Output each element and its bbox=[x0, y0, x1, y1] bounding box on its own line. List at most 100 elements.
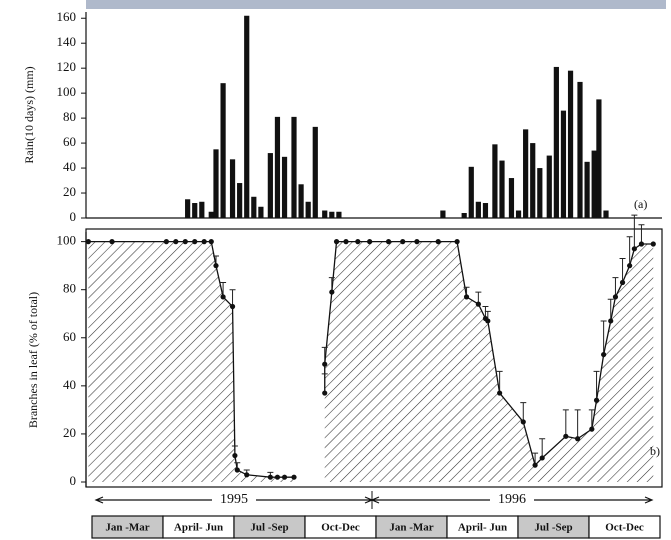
point bbox=[520, 419, 526, 425]
point bbox=[182, 239, 188, 245]
bar bbox=[329, 211, 335, 218]
point bbox=[322, 390, 328, 396]
error-bar bbox=[631, 214, 638, 249]
panel-label: (a) bbox=[634, 197, 647, 211]
bar bbox=[523, 129, 529, 218]
bar bbox=[267, 153, 273, 218]
bar bbox=[537, 168, 543, 218]
bar bbox=[274, 116, 281, 218]
bar bbox=[596, 99, 602, 218]
quarter-label: Jan -Mar bbox=[105, 522, 149, 534]
error-bar bbox=[607, 298, 614, 321]
y-tick-label: 0 bbox=[70, 473, 77, 488]
error-bar bbox=[520, 402, 527, 422]
point bbox=[485, 318, 491, 324]
point bbox=[232, 452, 238, 459]
bar bbox=[199, 201, 205, 218]
bar bbox=[546, 155, 552, 218]
point bbox=[612, 294, 619, 300]
point bbox=[497, 390, 503, 396]
point bbox=[355, 239, 361, 245]
hatched-area bbox=[88, 241, 654, 482]
bar bbox=[553, 66, 559, 218]
error-bar bbox=[593, 370, 600, 401]
quarter-label: Jan -Mar bbox=[389, 522, 433, 534]
bar bbox=[281, 156, 288, 218]
bar bbox=[192, 203, 198, 218]
point bbox=[619, 279, 626, 286]
bar bbox=[229, 159, 236, 218]
point bbox=[234, 467, 240, 473]
bar bbox=[291, 116, 297, 218]
point bbox=[213, 263, 219, 269]
bar bbox=[591, 150, 597, 218]
bar bbox=[298, 184, 304, 218]
point bbox=[627, 263, 633, 269]
y-tick-label: 40 bbox=[63, 377, 76, 392]
point bbox=[267, 474, 273, 480]
y-tick-label: 120 bbox=[57, 59, 77, 74]
y-tick-label: 40 bbox=[63, 159, 76, 174]
point bbox=[532, 462, 538, 468]
point bbox=[563, 433, 569, 439]
y-axis-label: Rain(10 days) (mm) bbox=[22, 66, 36, 163]
point bbox=[650, 241, 656, 247]
point bbox=[109, 239, 115, 245]
bar bbox=[482, 203, 489, 218]
y-tick-label: 60 bbox=[63, 134, 76, 149]
error-bar bbox=[574, 409, 581, 439]
point bbox=[85, 239, 91, 245]
quarter-label: April- Jun bbox=[458, 522, 507, 534]
point bbox=[163, 239, 169, 245]
error-bar bbox=[612, 277, 619, 297]
point bbox=[192, 239, 198, 245]
point bbox=[414, 239, 420, 245]
bar bbox=[461, 213, 467, 218]
point bbox=[329, 289, 335, 295]
year-label: 1995 bbox=[220, 492, 248, 507]
bar bbox=[584, 161, 590, 218]
y-tick-label: 160 bbox=[57, 9, 77, 24]
quarter-box bbox=[588, 515, 661, 539]
error-bar bbox=[229, 289, 236, 307]
point bbox=[274, 474, 281, 480]
point bbox=[244, 472, 250, 478]
bar bbox=[220, 83, 226, 218]
error-bar bbox=[619, 257, 626, 283]
error-bar bbox=[638, 224, 645, 245]
y-tick-label: 80 bbox=[63, 109, 76, 124]
point bbox=[400, 239, 406, 245]
bar bbox=[185, 199, 191, 218]
y-tick-label: 20 bbox=[63, 425, 76, 440]
bar bbox=[530, 143, 536, 218]
bar bbox=[213, 149, 219, 218]
point bbox=[631, 246, 637, 252]
bar bbox=[322, 210, 328, 218]
point bbox=[291, 474, 297, 480]
error-bar bbox=[496, 370, 503, 394]
point bbox=[201, 239, 207, 245]
bar bbox=[499, 160, 505, 218]
point bbox=[220, 294, 226, 300]
point bbox=[463, 294, 470, 300]
error-bar bbox=[321, 346, 328, 365]
error-bar bbox=[539, 438, 546, 458]
y-tick-label: 80 bbox=[63, 281, 76, 296]
bar bbox=[440, 210, 446, 218]
y-tick-label: 60 bbox=[63, 329, 76, 344]
bar bbox=[244, 15, 250, 219]
bar bbox=[208, 211, 214, 218]
point bbox=[343, 239, 349, 245]
panel-label: b) bbox=[650, 444, 660, 458]
y-axis-label: Branches in leaf (% of total) bbox=[26, 292, 40, 428]
error-bar bbox=[588, 409, 595, 430]
year-arrow bbox=[94, 496, 374, 504]
quarter-label: Oct-Dec bbox=[605, 522, 644, 534]
bar bbox=[603, 210, 609, 218]
quarter-label: Oct-Dec bbox=[321, 522, 360, 534]
point bbox=[575, 436, 581, 442]
point bbox=[322, 361, 328, 367]
bar bbox=[468, 166, 474, 218]
point bbox=[539, 455, 545, 461]
